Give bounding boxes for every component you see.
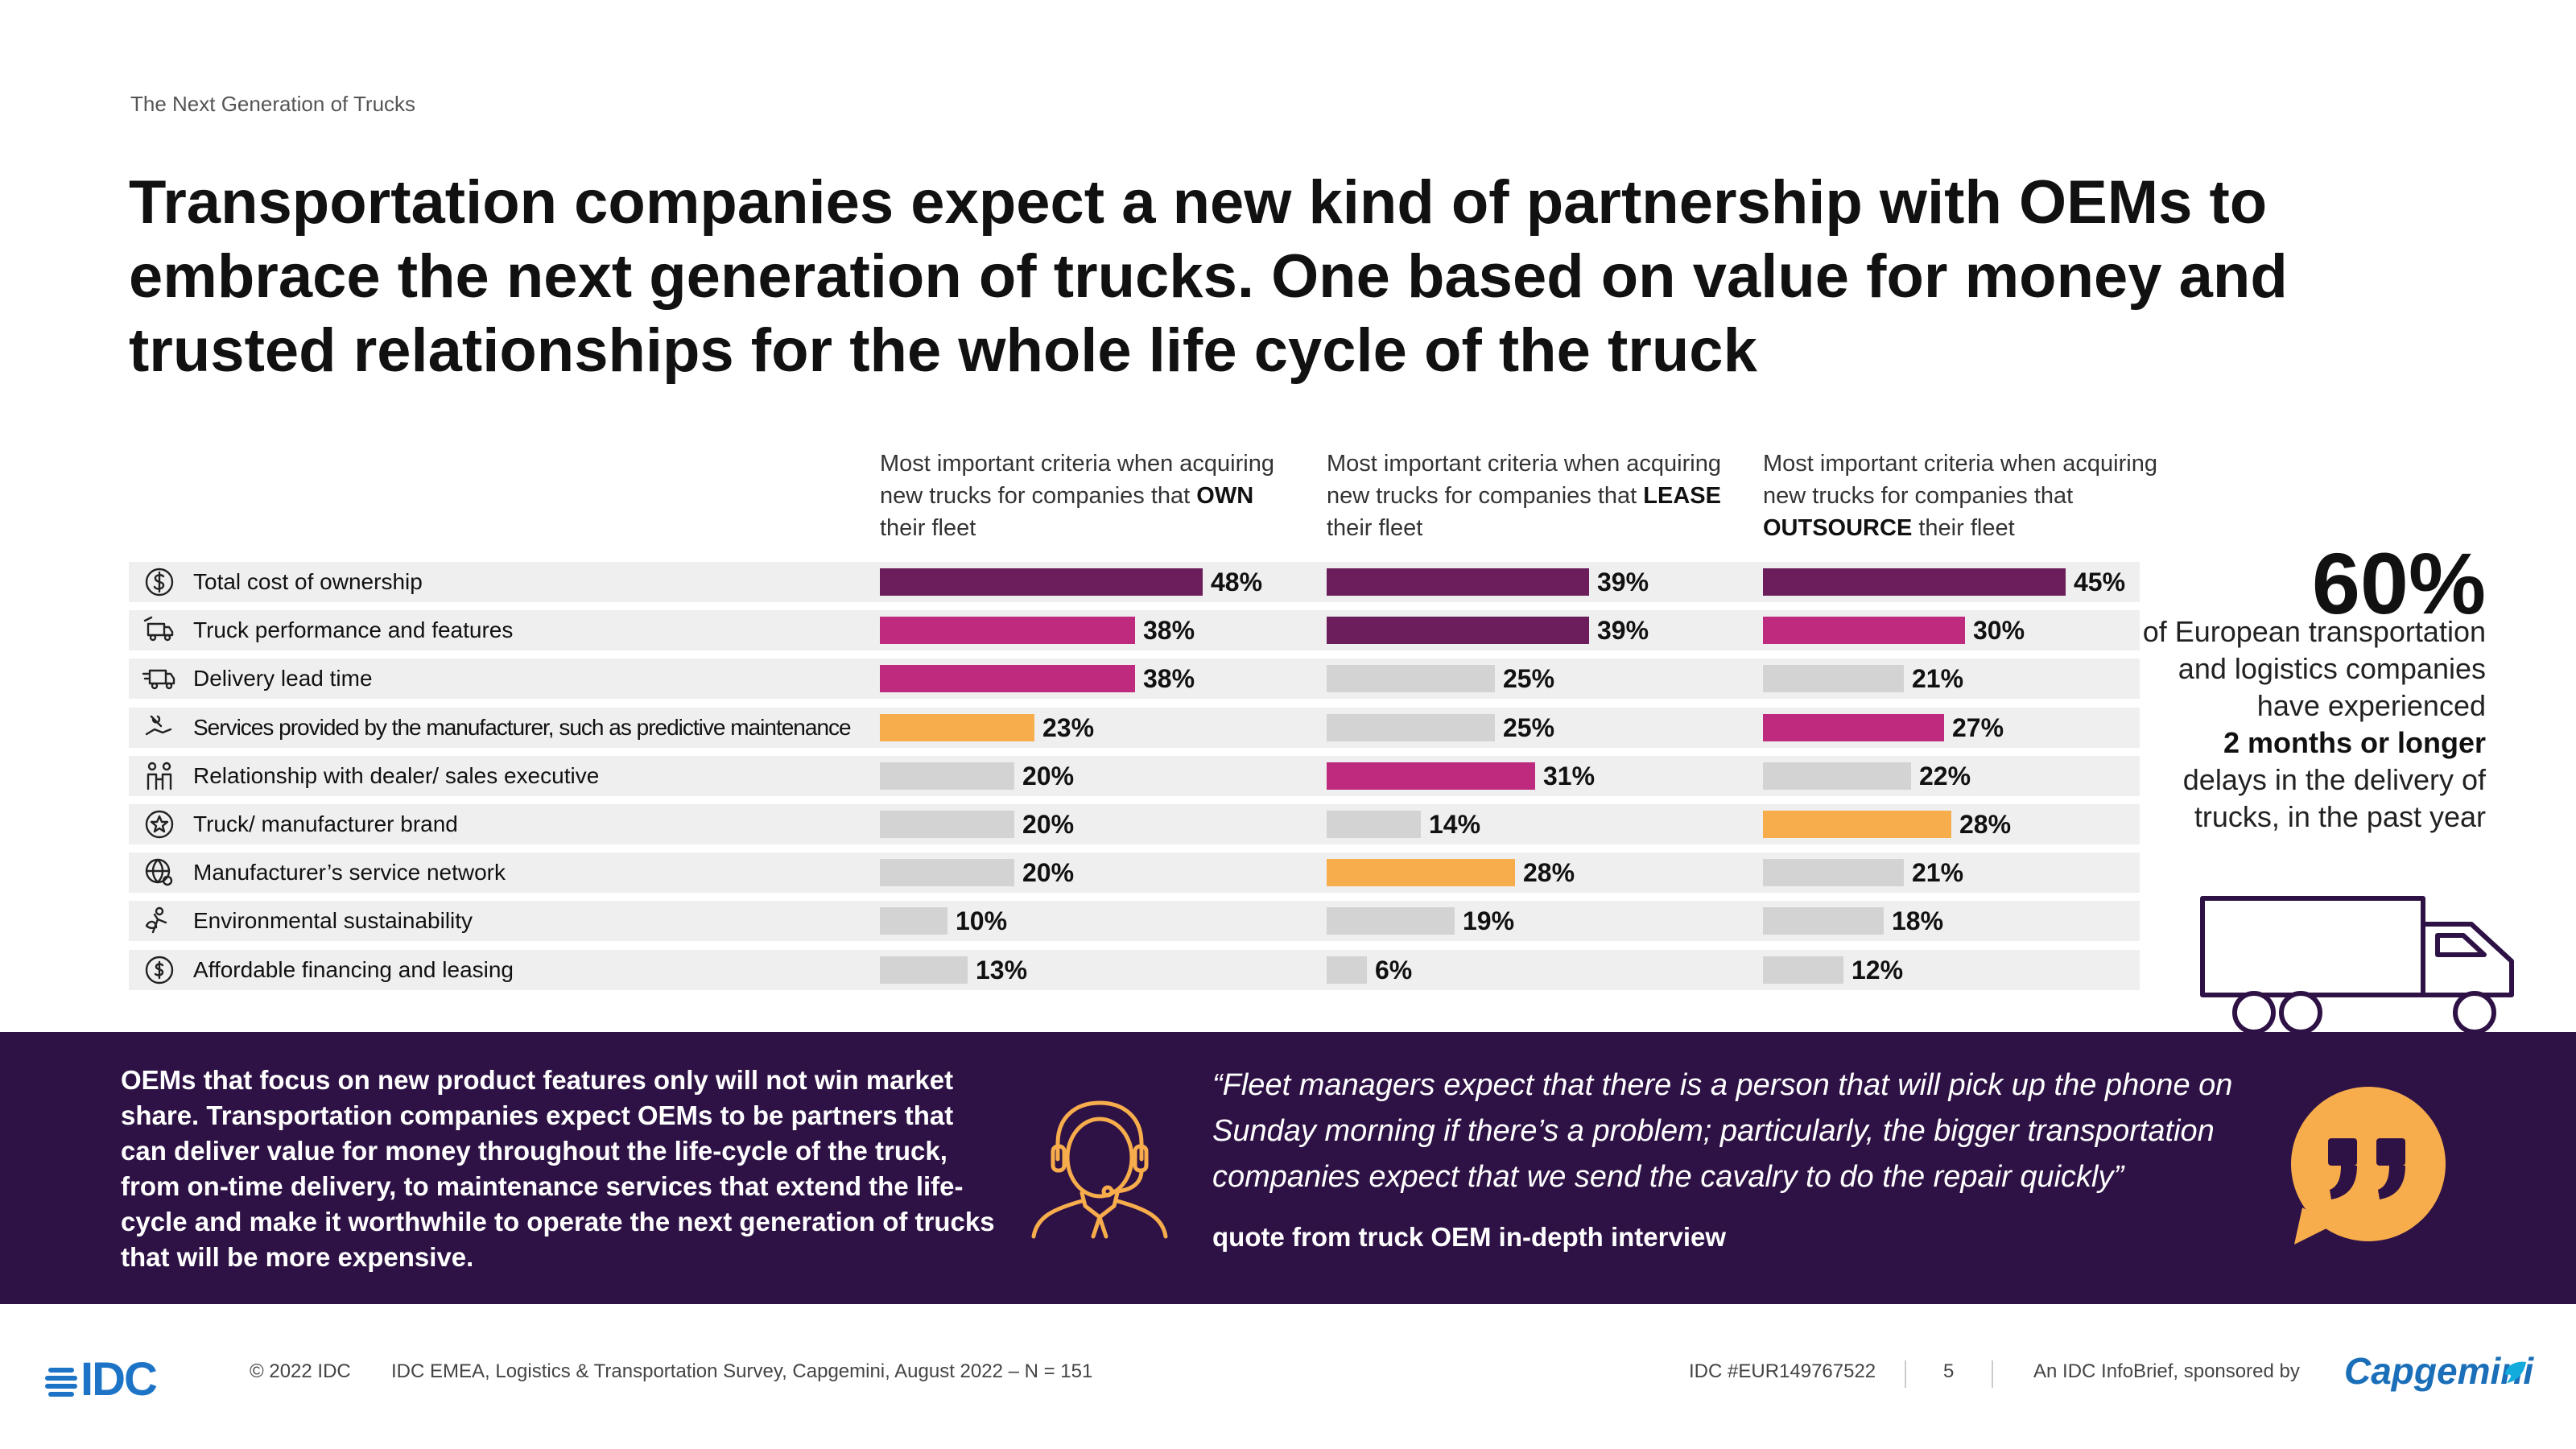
chart-bar bbox=[1327, 956, 1367, 984]
chart-bar bbox=[880, 811, 1014, 838]
data-label: 30% bbox=[1973, 616, 2025, 645]
chart-bar bbox=[1763, 859, 1904, 886]
dollar-circle-icon bbox=[145, 568, 174, 597]
globe-network-icon bbox=[145, 858, 173, 886]
footer-divider bbox=[1992, 1360, 1993, 1388]
data-label: 13% bbox=[976, 956, 1028, 985]
chart-bar bbox=[1763, 762, 1911, 790]
data-label: 28% bbox=[1523, 858, 1575, 887]
data-label: 12% bbox=[1852, 956, 1904, 985]
chart-bar bbox=[1327, 859, 1515, 886]
chart-bar bbox=[880, 617, 1135, 644]
chart-bar bbox=[880, 762, 1014, 790]
category-label: Truck performance and features bbox=[193, 617, 514, 642]
chart-bar bbox=[1763, 956, 1843, 984]
data-label: 25% bbox=[1503, 664, 1555, 693]
chart-bar bbox=[1763, 907, 1884, 935]
chart-bar bbox=[1327, 762, 1535, 790]
data-label: 18% bbox=[1892, 906, 1944, 935]
coin-cycle-icon bbox=[145, 956, 174, 985]
quote-bubble-icon bbox=[2291, 1087, 2446, 1245]
category-label: Relationship with dealer/ sales executiv… bbox=[193, 763, 600, 788]
quote-source: quote from truck OEM in-depth interview bbox=[1212, 1222, 1727, 1252]
insight-band bbox=[0, 1032, 2576, 1304]
data-label: 39% bbox=[1597, 616, 1649, 645]
category-label: Delivery lead time bbox=[193, 666, 373, 691]
chart-bar bbox=[1327, 811, 1421, 838]
leaf-person-icon bbox=[145, 906, 167, 934]
data-label: 6% bbox=[1375, 956, 1413, 985]
insight-text: OEMs that focus on new product features … bbox=[121, 1065, 995, 1272]
data-label: 31% bbox=[1543, 762, 1596, 791]
category-label: Environmental sustainability bbox=[193, 908, 473, 933]
category-label: Affordable financing and leasing bbox=[193, 957, 514, 982]
data-label: 19% bbox=[1463, 906, 1515, 935]
footer-source: IDC EMEA, Logistics & Transportation Sur… bbox=[391, 1360, 1093, 1382]
data-label: 39% bbox=[1597, 568, 1649, 597]
truck-wrench-icon bbox=[143, 616, 174, 642]
hand-wrench-icon bbox=[145, 715, 172, 736]
page-number: 5 bbox=[1943, 1360, 1955, 1382]
data-label: 25% bbox=[1503, 713, 1555, 742]
capgemini-logo: Capgemini bbox=[2344, 1350, 2534, 1392]
footer-divider bbox=[1905, 1360, 1906, 1388]
stat-description: of European transportation and logistics… bbox=[2142, 615, 2486, 833]
capgemini-spade-icon bbox=[2505, 1361, 2526, 1383]
data-label: 14% bbox=[1429, 810, 1481, 839]
chart-bar bbox=[1763, 568, 2066, 596]
handshake-people-icon bbox=[147, 762, 172, 791]
data-label: 20% bbox=[1022, 858, 1075, 887]
chart-bar bbox=[1327, 617, 1589, 644]
stat-highlight: 2 months or longer bbox=[2223, 726, 2486, 759]
footer-doc-id: IDC #EUR149767522 bbox=[1689, 1360, 1876, 1382]
chart-bar bbox=[1763, 665, 1904, 692]
chart-bar bbox=[880, 568, 1203, 596]
eyebrow: The Next Generation of Trucks bbox=[130, 92, 416, 116]
truck-icon bbox=[2200, 896, 2514, 1034]
category-label: Manufacturer’s service network bbox=[193, 860, 506, 885]
category-label: Total cost of ownership bbox=[193, 569, 423, 594]
data-label: 21% bbox=[1912, 664, 1964, 693]
column-header-lease: Most important criteria when acquiring n… bbox=[1327, 451, 1721, 541]
chart-bar bbox=[880, 859, 1014, 886]
idc-globe-icon bbox=[45, 1367, 77, 1397]
data-label: 20% bbox=[1022, 762, 1075, 791]
chart-bar bbox=[1327, 907, 1455, 935]
chart-bar bbox=[880, 956, 968, 984]
column-header-outsource: Most important criteria when acquiring n… bbox=[1763, 451, 2157, 541]
data-label: 38% bbox=[1143, 664, 1195, 693]
chart-bar bbox=[1327, 568, 1589, 596]
delivery-truck-icon bbox=[142, 669, 175, 690]
stat-percentage: 60% bbox=[2311, 535, 2486, 632]
data-label: 27% bbox=[1952, 713, 2004, 742]
data-label: 22% bbox=[1919, 762, 1971, 791]
chart-bar bbox=[1763, 811, 1951, 838]
data-label: 21% bbox=[1912, 858, 1964, 887]
data-label: 20% bbox=[1022, 810, 1075, 839]
chart-bar bbox=[880, 907, 947, 935]
headset-person-icon bbox=[1031, 1100, 1168, 1239]
page-title: Transportation companies expect a new ki… bbox=[129, 168, 2288, 385]
data-label: 48% bbox=[1211, 568, 1263, 597]
column-header-own: Most important criteria when acquiring n… bbox=[880, 451, 1274, 541]
chart-bar bbox=[1327, 714, 1495, 741]
data-label: 45% bbox=[2074, 568, 2126, 597]
data-label: 28% bbox=[1959, 810, 2012, 839]
chart-bar bbox=[1763, 617, 1965, 644]
data-label: 10% bbox=[956, 906, 1008, 935]
data-label: 38% bbox=[1143, 616, 1195, 645]
idc-logo: IDC bbox=[45, 1352, 158, 1406]
footer-copyright: © 2022 IDC bbox=[250, 1360, 351, 1382]
chart-bar bbox=[1763, 714, 1944, 741]
chart-bar bbox=[880, 714, 1034, 741]
chart-bar bbox=[880, 665, 1135, 692]
category-label: Services provided by the manufacturer, s… bbox=[193, 715, 852, 740]
star-badge-icon bbox=[145, 810, 174, 839]
category-label: Truck/ manufacturer brand bbox=[193, 811, 458, 836]
interview-quote: “Fleet managers expect that there is a p… bbox=[1212, 1068, 2233, 1194]
footer-sponsor-text: An IDC InfoBrief, sponsored by bbox=[2033, 1360, 2300, 1382]
data-label: 23% bbox=[1042, 713, 1095, 742]
chart-bar bbox=[1327, 665, 1495, 692]
